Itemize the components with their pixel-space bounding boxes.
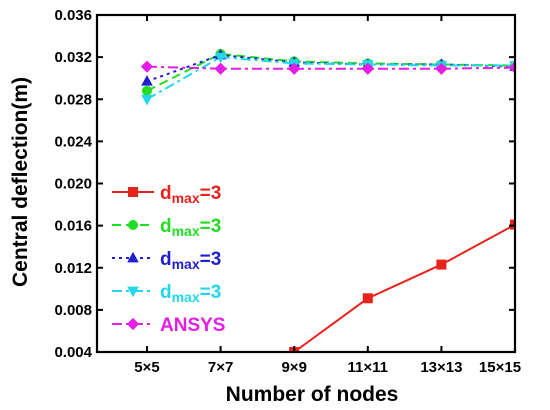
y-tick-label: 0.008 bbox=[54, 302, 92, 319]
y-axis-title: Central deflection(m) bbox=[9, 77, 32, 287]
x-tick-label: 11×11 bbox=[348, 359, 388, 376]
series-2 bbox=[142, 48, 515, 96]
data-point bbox=[142, 85, 152, 96]
series-line bbox=[293, 223, 515, 352]
legend-label-main: d bbox=[160, 216, 172, 237]
legend-label-main: d bbox=[160, 183, 172, 204]
data-point bbox=[141, 75, 153, 86]
legend-label: dmax=3 bbox=[160, 249, 221, 272]
legend-label: dmax=3 bbox=[160, 282, 221, 305]
legend-label-tail: =3 bbox=[200, 183, 222, 204]
y-tick-label: 0.032 bbox=[54, 49, 92, 66]
series-line bbox=[146, 52, 515, 92]
legend-marker bbox=[127, 251, 139, 263]
axes: 0.004 0.008 0.012 0.016 0.020 0.024 0.028 0.032… bbox=[54, 7, 521, 376]
legend-label: dmax=3 bbox=[160, 216, 221, 239]
series-5 bbox=[140, 60, 515, 75]
legend-label-main: d bbox=[160, 249, 172, 270]
series-1 bbox=[289, 219, 515, 352]
y-tick-label: 0.024 bbox=[54, 133, 92, 150]
legend-label-sub: max bbox=[172, 190, 200, 206]
data-point bbox=[361, 62, 374, 75]
y-tick-label: 0.020 bbox=[54, 176, 92, 193]
data-point bbox=[510, 219, 515, 230]
legend-label-tail: =3 bbox=[200, 216, 222, 237]
y-tick-label: 0.028 bbox=[54, 91, 92, 108]
series-4 bbox=[141, 52, 515, 106]
x-tick-label: 15×15 bbox=[479, 359, 521, 376]
legend-label: ANSYS bbox=[160, 315, 225, 336]
data-point bbox=[214, 52, 227, 64]
legend-item: dmax=3 bbox=[112, 282, 221, 305]
legend-label-main: d bbox=[160, 282, 172, 303]
legend-label-sub: max bbox=[172, 256, 200, 272]
legend-label-sub: max bbox=[172, 223, 200, 239]
series-layer bbox=[140, 48, 515, 352]
x-tick-label: 13×13 bbox=[420, 359, 462, 376]
series-line bbox=[146, 54, 515, 83]
legend-label-sub: max bbox=[172, 289, 200, 305]
legend-label-tail: =3 bbox=[200, 282, 222, 303]
data-point bbox=[140, 60, 154, 73]
data-point bbox=[436, 259, 447, 270]
legend-marker bbox=[128, 187, 138, 197]
data-point bbox=[214, 62, 227, 75]
legend-item: dmax=3 bbox=[112, 249, 221, 272]
x-tick-label: 9×9 bbox=[281, 359, 306, 376]
legend-label-tail: =3 bbox=[200, 249, 222, 270]
legend-label-main: ANSYS bbox=[160, 315, 225, 336]
legend-item: ANSYS bbox=[112, 315, 225, 336]
legend-item: dmax=3 bbox=[112, 183, 221, 206]
series-line bbox=[146, 65, 515, 70]
x-tick-label: 7×7 bbox=[208, 359, 233, 376]
y-tick-label: 0.036 bbox=[54, 7, 92, 24]
data-point bbox=[141, 94, 153, 106]
data-point bbox=[435, 62, 448, 75]
legend-marker bbox=[126, 317, 140, 331]
data-point bbox=[362, 293, 373, 304]
x-tick-label: 5×5 bbox=[134, 359, 159, 376]
data-point bbox=[288, 62, 301, 75]
legend-label: dmax=3 bbox=[160, 183, 221, 206]
y-tick-label: 0.016 bbox=[54, 218, 92, 235]
y-tick-label: 0.004 bbox=[54, 344, 92, 361]
series-line bbox=[146, 56, 515, 101]
legend-marker bbox=[128, 220, 138, 230]
data-point bbox=[508, 61, 515, 74]
legend-item: dmax=3 bbox=[112, 216, 221, 239]
x-axis-title: Number of nodes bbox=[226, 383, 399, 406]
legend-marker bbox=[127, 286, 139, 298]
y-tick-label: 0.012 bbox=[54, 260, 92, 277]
